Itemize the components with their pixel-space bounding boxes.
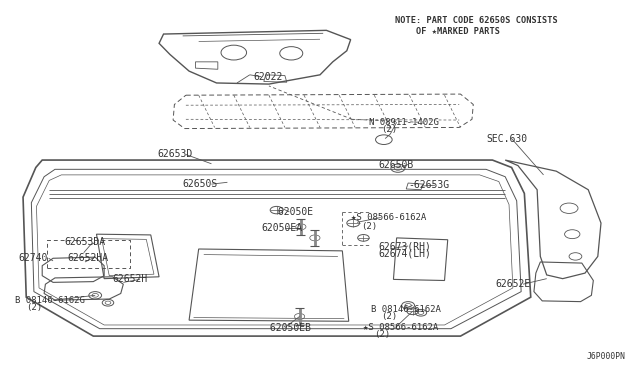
Text: J6P000PN: J6P000PN [586,352,625,361]
Text: -62653G: -62653G [408,180,449,190]
Text: 62650B: 62650B [379,160,414,170]
Text: 62050EB: 62050EB [264,323,311,333]
Text: 62673(RH): 62673(RH) [379,241,431,251]
Text: B 08146-6162G: B 08146-6162G [15,296,84,305]
Text: NOTE: PART CODE 62650S CONSISTS: NOTE: PART CODE 62650S CONSISTS [396,16,558,25]
Text: 62652E: 62652E [495,279,531,289]
Text: SEC.630: SEC.630 [486,134,527,144]
Text: N 08911-1402G: N 08911-1402G [369,118,438,127]
Text: (2): (2) [381,125,397,134]
Text: (2): (2) [374,330,390,340]
Text: 62650S: 62650S [182,179,218,189]
Text: ★S 08566-6162A: ★S 08566-6162A [364,323,438,332]
Text: ★S 08566-6162A: ★S 08566-6162A [351,213,426,222]
Text: (2): (2) [26,303,42,312]
Text: 62674(LH): 62674(LH) [379,248,431,259]
Text: (2): (2) [381,312,397,321]
Text: 62653D: 62653D [157,150,193,160]
Text: 62740: 62740 [19,253,48,263]
Text: 62652HA: 62652HA [68,253,109,263]
Text: 62050E: 62050E [272,207,313,217]
Text: (2): (2) [361,222,377,231]
Text: 62050EA: 62050EA [261,222,302,232]
Text: 62653DA: 62653DA [65,237,106,247]
Text: B 08146-6162A: B 08146-6162A [371,305,441,314]
Text: OF ★MARKED PARTS: OF ★MARKED PARTS [396,27,500,36]
Text: 62022: 62022 [253,72,282,82]
Text: 62652H: 62652H [113,275,148,284]
